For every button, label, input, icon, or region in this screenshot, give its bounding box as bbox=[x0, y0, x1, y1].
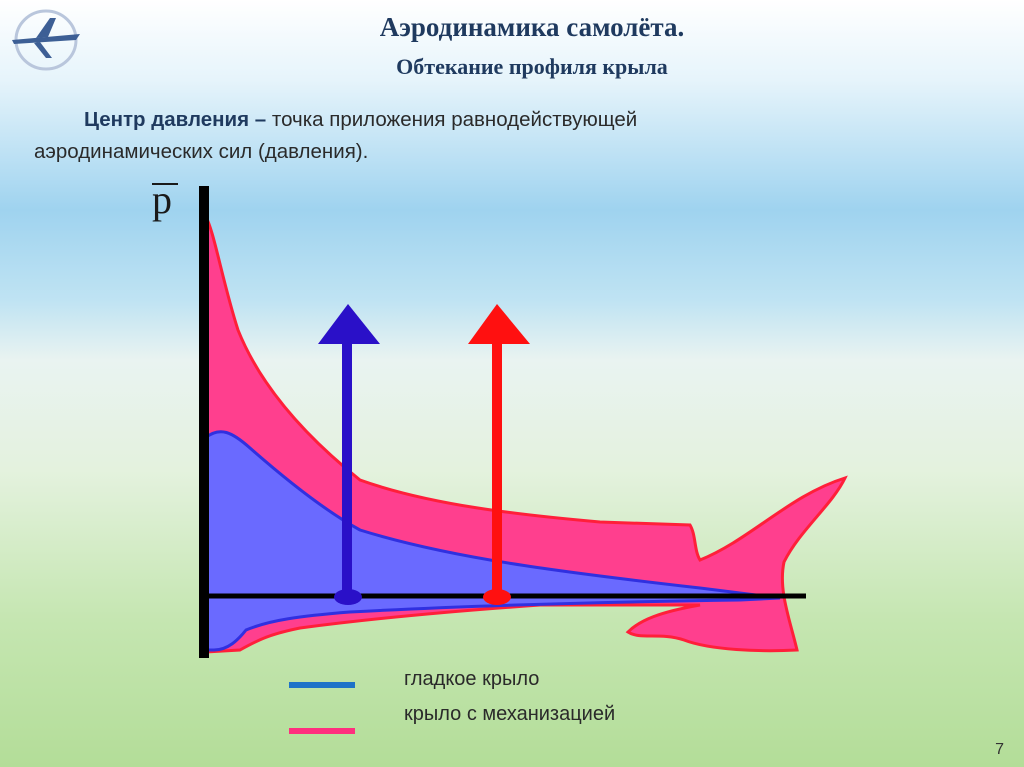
page-title: Аэродинамика самолёта. bbox=[379, 12, 685, 42]
page-number: 7 bbox=[995, 741, 1004, 758]
center-of-pressure-arrow-smooth bbox=[318, 304, 380, 605]
y-axis-label: p bbox=[152, 177, 172, 222]
definition-term: Центр давления – bbox=[84, 108, 267, 131]
legend-label-mechanized: крыло с механизацией bbox=[404, 703, 616, 725]
definition-line1: точка приложения равнодействующей bbox=[266, 108, 638, 131]
legend-swatch-smooth bbox=[289, 682, 355, 688]
airplane-logo-icon bbox=[12, 9, 80, 71]
center-of-pressure-arrow-mechanized bbox=[468, 304, 530, 605]
legend-swatch-mechanized bbox=[289, 728, 355, 734]
page-subtitle: Обтекание профиля крыла bbox=[396, 54, 668, 79]
definition-text: Центр давления – точка приложения равнод… bbox=[34, 104, 804, 168]
definition-line2: аэродинамических сил (давления). bbox=[34, 140, 369, 163]
legend-label-smooth: гладкое крыло bbox=[404, 668, 540, 690]
axis-label-overbar bbox=[152, 183, 178, 185]
